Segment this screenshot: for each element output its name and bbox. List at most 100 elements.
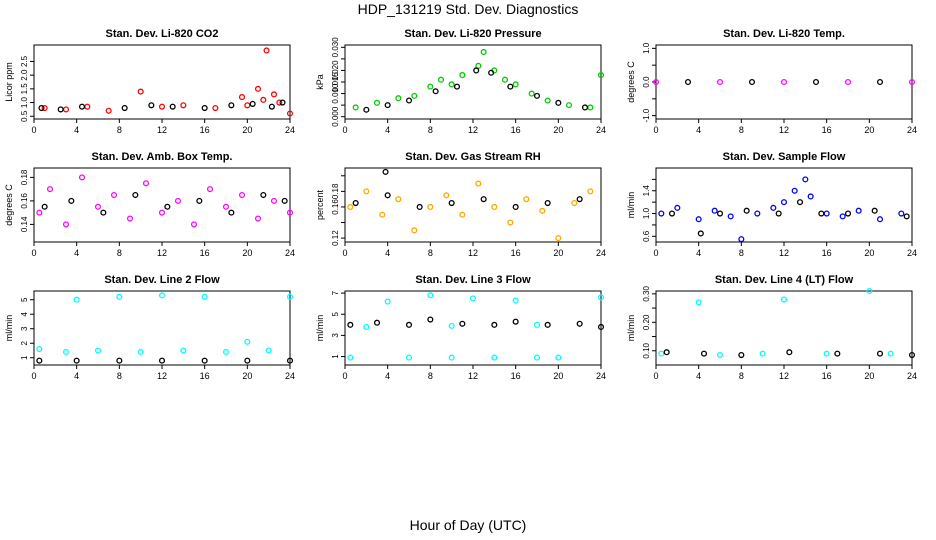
panel-title: Stan. Dev. Amb. Box Temp. (92, 151, 233, 163)
data-point (142, 180, 150, 187)
x-tick-label: 8 (428, 371, 433, 381)
data-point (100, 209, 107, 216)
panel-8: Stan. Dev. Line 3 Flow 0 4 8 12 16 20 24 1 3 5 7 ml/… (315, 274, 606, 381)
y-tick-label: 3 (20, 326, 29, 331)
data-point (46, 186, 54, 193)
x-tick-label: 4 (385, 371, 390, 381)
data-point (791, 187, 798, 194)
data-point (432, 88, 439, 95)
data-point (488, 69, 495, 76)
data-point (448, 200, 455, 207)
y-tick-label: 5 (20, 297, 29, 302)
data-point (62, 106, 70, 113)
data-point (544, 321, 551, 328)
data-point (427, 203, 434, 210)
y-axis-label: Licor ppm (4, 62, 14, 102)
y-tick-label: 0.16 (20, 193, 29, 209)
data-point (62, 348, 70, 355)
x-tick-label: 12 (779, 371, 789, 381)
data-point (384, 102, 391, 109)
data-point (738, 351, 745, 359)
y-axis-label: degrees C (626, 61, 636, 103)
plot-frame (33, 44, 291, 120)
data-point (684, 78, 692, 86)
data-point (443, 192, 450, 199)
data-point (254, 85, 262, 92)
data-point (437, 76, 445, 83)
data-point (780, 78, 788, 86)
data-point (244, 357, 251, 364)
data-point (908, 351, 916, 359)
data-point (228, 102, 235, 109)
data-point (382, 168, 389, 175)
panel-title: Stan. Dev. Gas Stream RH (405, 151, 541, 163)
data-point (363, 323, 370, 330)
data-point (405, 354, 413, 361)
data-point (695, 299, 702, 306)
x-tick-label: 20 (864, 371, 874, 381)
data-point (695, 216, 702, 223)
data-point (238, 94, 246, 101)
data-point (249, 100, 256, 107)
y-tick-label: 0.30 (642, 286, 651, 302)
data-point (754, 210, 761, 217)
x-tick-label: 16 (200, 371, 210, 381)
data-point (533, 321, 541, 328)
panel-title: Stan. Dev. Li-820 Pressure (404, 28, 541, 40)
plot-frame (344, 290, 602, 366)
data-point (716, 78, 724, 86)
data-point (352, 200, 359, 207)
data-point (716, 351, 724, 359)
data-point (844, 210, 852, 217)
y-tick-label: 2.0 (20, 69, 29, 81)
data-point (286, 293, 294, 300)
plot-frame (344, 44, 602, 120)
data-point (727, 213, 734, 220)
data-point (786, 349, 793, 356)
data-point (78, 174, 86, 181)
data-point (132, 191, 139, 199)
y-tick-label: 0.015 (331, 71, 340, 92)
data-point (260, 191, 267, 199)
data-point (270, 197, 278, 204)
data-point (270, 91, 278, 98)
data-point (597, 72, 605, 79)
x-tick-label: 24 (285, 248, 295, 258)
y-tick-label: 0.030 (331, 37, 340, 58)
data-point (576, 196, 583, 203)
data-point (716, 210, 724, 217)
data-point (480, 48, 487, 55)
data-point (180, 347, 187, 354)
y-axis-label: ml/min (626, 192, 636, 219)
y-tick-label: 0.010 (331, 83, 340, 104)
data-point (512, 318, 519, 325)
data-point (668, 210, 676, 217)
data-point (818, 210, 825, 217)
data-point (73, 296, 80, 303)
y-tick-label: 1.4 (642, 185, 651, 197)
data-point (448, 354, 455, 361)
panel-title: Stan. Dev. Line 2 Flow (104, 274, 220, 286)
data-point (265, 347, 272, 354)
data-point (844, 78, 852, 86)
x-tick-label: 8 (739, 125, 744, 135)
data-point (373, 99, 381, 106)
data-point (73, 357, 80, 364)
data-point (190, 221, 198, 228)
data-point (533, 354, 541, 361)
x-tick-label: 16 (511, 371, 521, 381)
data-point (533, 92, 541, 99)
data-point (565, 102, 573, 109)
data-point (244, 102, 251, 109)
data-point (110, 191, 118, 199)
data-point (448, 81, 455, 88)
y-tick-label: 0.10 (642, 342, 651, 358)
data-point (411, 92, 418, 99)
data-point (738, 236, 745, 243)
x-tick-label: 12 (468, 248, 478, 258)
data-point (384, 192, 391, 199)
data-point (491, 203, 498, 210)
x-tick-label: 24 (285, 371, 295, 381)
data-point (544, 97, 551, 104)
